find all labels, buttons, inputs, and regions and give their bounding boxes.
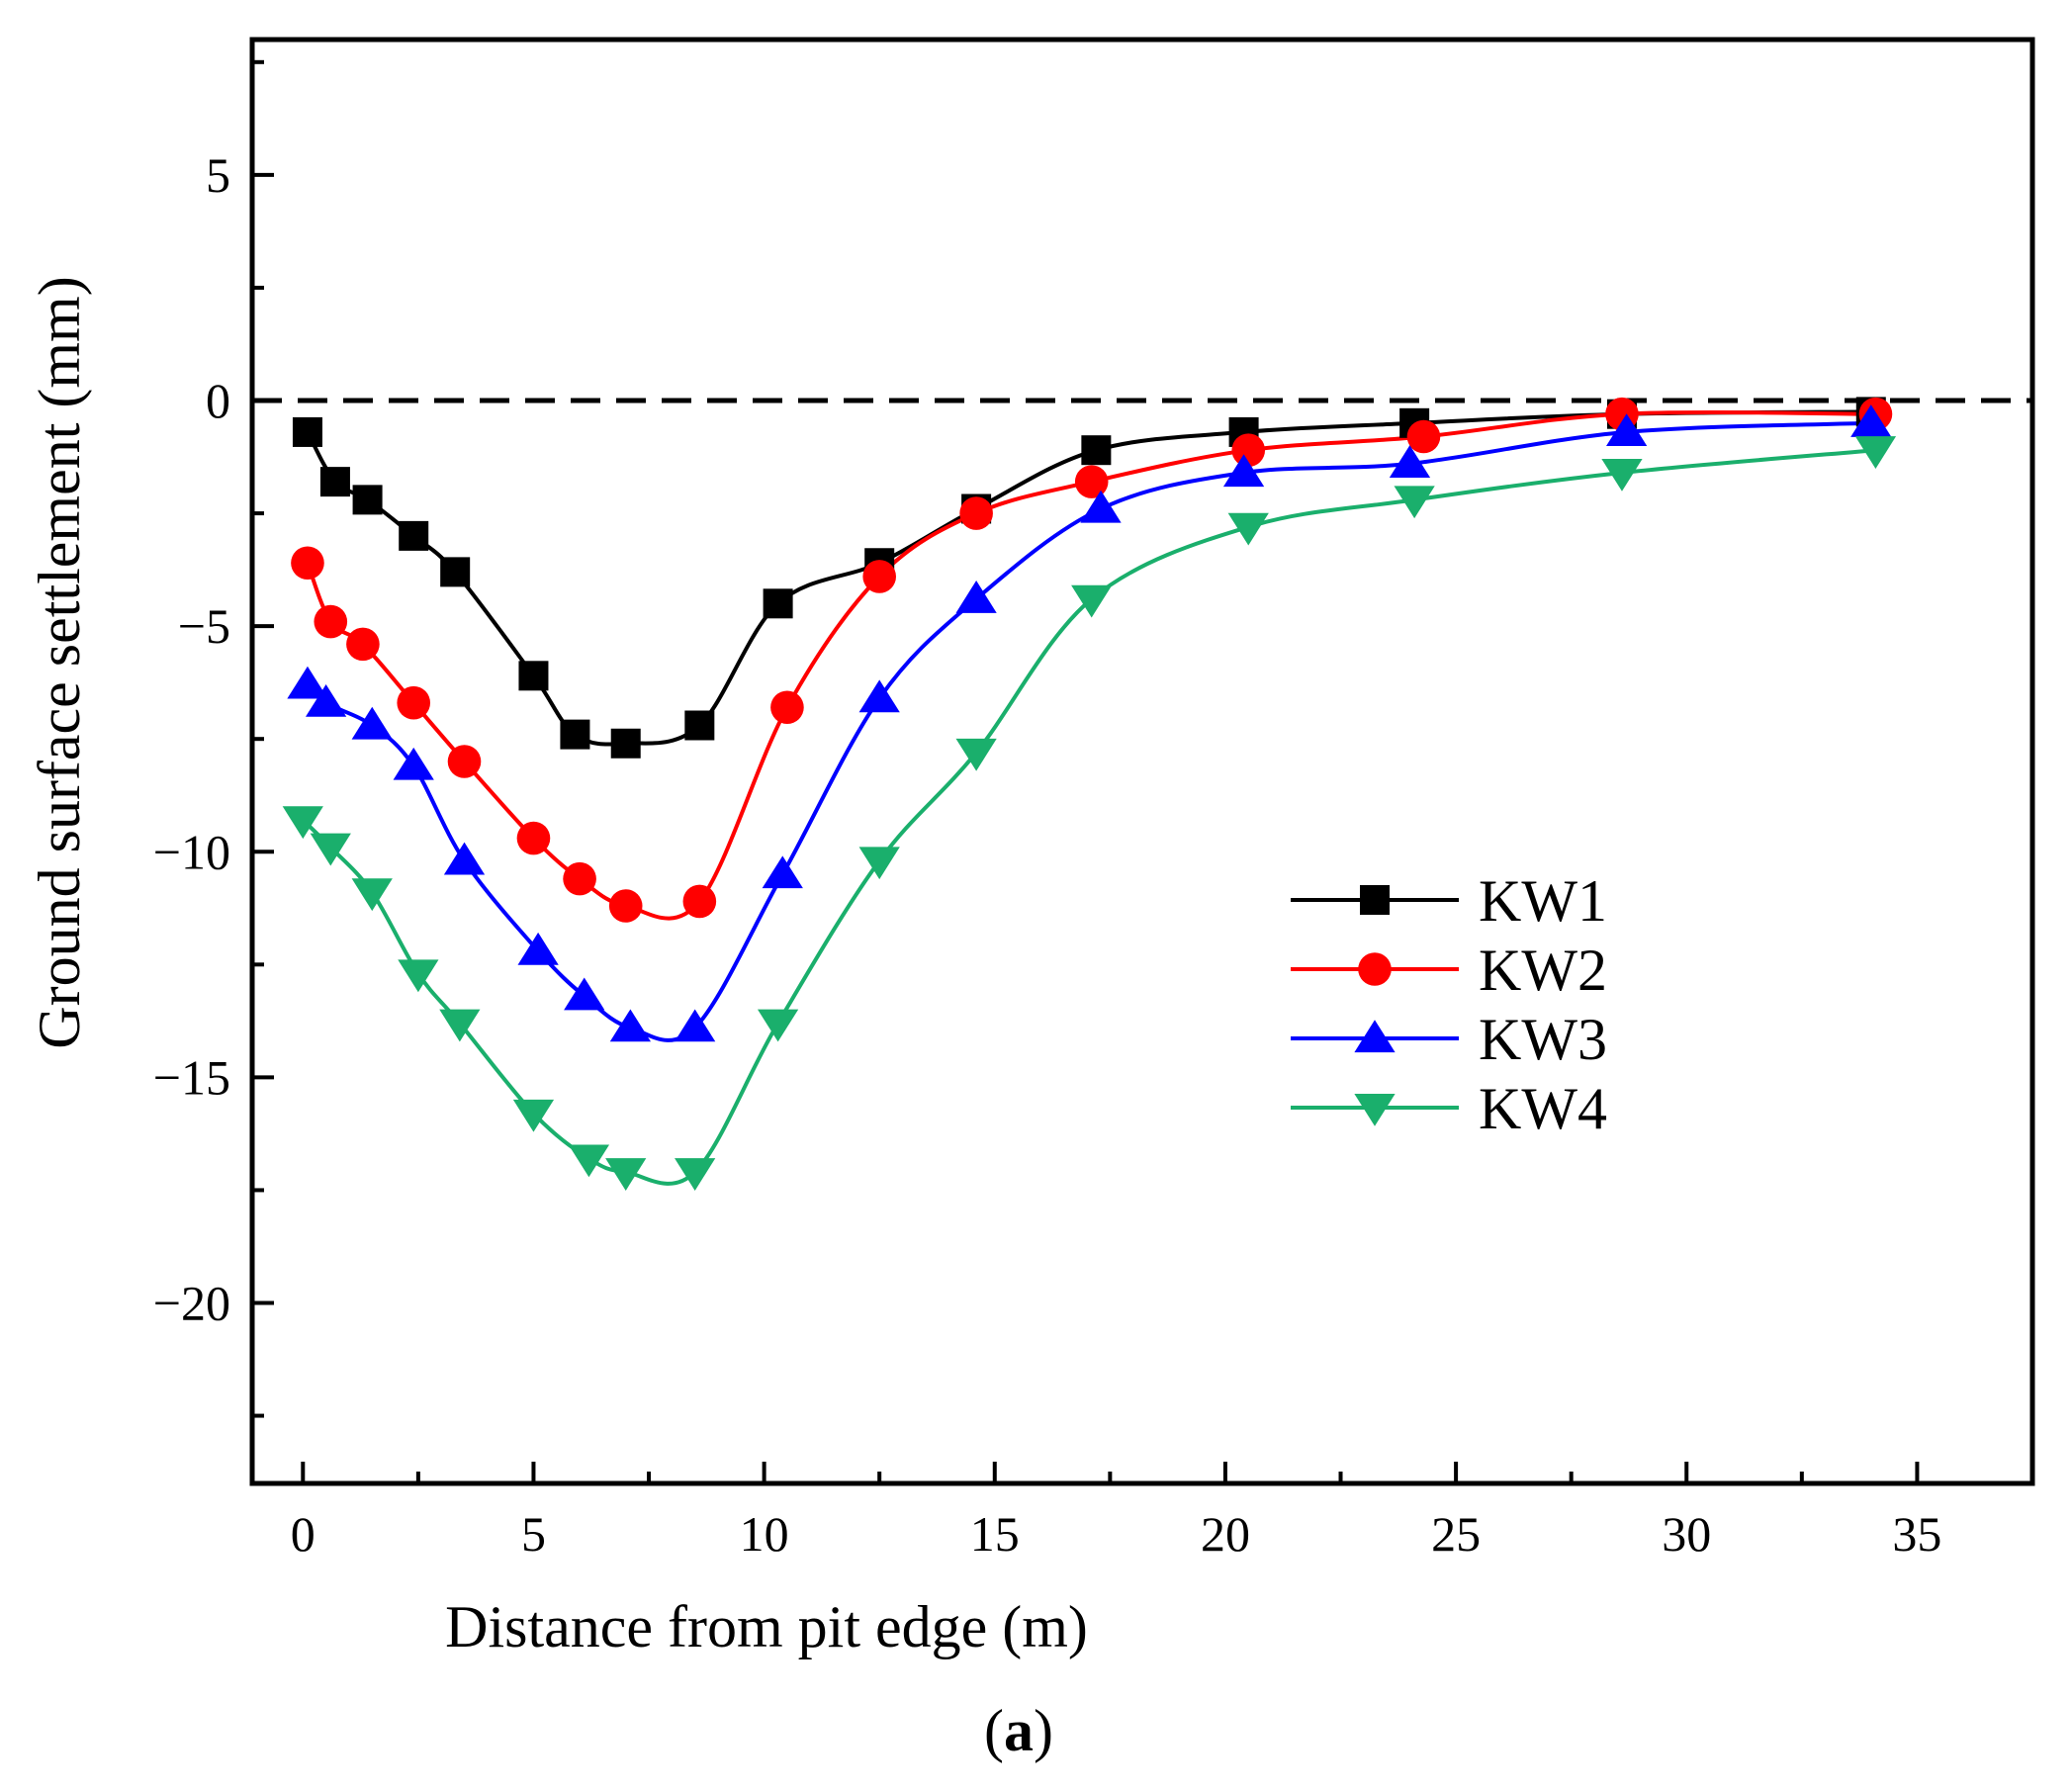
data-point-kw2-14 [1406,419,1441,454]
axis-ticks-group: 0 5 10 15 20 25 30 35 5 0 −5 −10 −15 −20 [153,59,2034,1562]
x-axis-title: Distance from pit edge (m) [445,1594,1088,1659]
data-point-kw1-7 [610,728,641,759]
data-point-kw2-3 [397,685,431,720]
data-point-kw2-5 [516,821,551,855]
y-tick-label-1: 0 [206,373,230,428]
y-tick-label-0: 5 [206,147,230,203]
data-point-kw2-6 [563,861,596,896]
data-point-kw3-5 [517,932,559,965]
data-point-kw4-3 [398,959,439,993]
x-tick-label-3: 15 [970,1506,1020,1562]
y-tick-label-4: −15 [153,1049,230,1105]
x-tick-label-5: 25 [1431,1506,1481,1562]
data-point-kw2-2 [346,627,380,662]
data-point-kw1-2 [352,485,383,515]
data-point-kw3-10 [858,679,900,713]
data-point-kw1-12 [1081,435,1112,466]
panel-label: (a) [984,1698,1053,1763]
data-point-kw2-10 [862,560,896,593]
data-point-kw4-13 [1227,512,1269,546]
data-point-kw4-9 [757,1009,799,1042]
x-tick-label-1: 5 [521,1506,546,1562]
panel-label-close: ) [1034,1698,1053,1763]
x-tick-label-6: 30 [1662,1506,1711,1562]
data-point-kw1-0 [292,416,322,447]
data-point-kw2-4 [447,745,482,778]
data-point-kw3-1 [305,683,347,717]
x-tick-label-4: 20 [1201,1506,1250,1562]
data-point-kw3-8 [675,1009,716,1042]
x-tick-label-2: 10 [740,1506,789,1562]
data-point-kw3-2 [351,706,393,740]
data-point-kw4-14 [1394,486,1435,519]
data-point-kw3-4 [443,842,486,875]
legend-marker-kw4 [1354,1093,1396,1126]
y-tick-label-5: −20 [153,1276,230,1331]
data-point-kw2-9 [770,690,804,725]
data-point-kw4-11 [955,738,997,771]
legend-marker-kw2 [1358,952,1392,986]
data-point-kw4-4 [439,1009,481,1042]
data-point-kw1-4 [440,557,471,587]
data-point-kw3-3 [393,747,434,780]
data-point-kw1-8 [684,710,715,741]
y-tick-label-2: −5 [178,598,230,654]
data-point-kw1-6 [560,719,590,750]
data-point-kw4-10 [858,847,900,880]
data-point-kw4-0 [282,806,323,840]
panel-label-open: ( [984,1698,1004,1763]
x-tick-label-0: 0 [291,1506,315,1562]
data-point-kw1-5 [518,661,549,691]
data-point-kw2-1 [314,604,348,639]
data-point-kw4-16 [1854,436,1897,469]
data-point-kw3-0 [287,666,328,699]
data-point-kw4-1 [310,833,351,866]
panel-label-letter: a [1004,1698,1034,1763]
data-point-kw4-5 [512,1099,555,1132]
data-point-kw4-8 [675,1158,716,1191]
data-point-kw3-9 [762,855,803,889]
data-point-kw4-12 [1071,584,1113,618]
legend-label-kw3: KW3 [1479,1007,1607,1072]
legend-label-kw1: KW1 [1479,868,1607,934]
legend-label-kw4: KW4 [1479,1076,1607,1141]
data-point-kw3-16 [1850,404,1892,437]
data-point-kw2-12 [1074,465,1109,498]
data-point-kw3-7 [609,1009,652,1042]
legend-label-kw2: KW2 [1479,938,1607,1003]
data-point-kw3-13 [1222,454,1265,488]
data-point-kw2-11 [959,496,993,530]
data-point-kw2-13 [1231,433,1266,467]
series-markers-group [282,397,1897,1191]
plot-frame-group [249,37,2035,1486]
data-point-kw3-14 [1389,445,1431,478]
data-point-kw3-15 [1606,413,1648,446]
y-tick-label-3: −10 [153,824,230,879]
data-point-kw2-0 [291,546,324,581]
data-point-kw2-8 [682,884,717,919]
data-point-kw4-2 [351,878,393,912]
data-point-kw3-11 [955,581,997,613]
data-point-kw4-15 [1601,458,1643,492]
data-point-kw2-7 [608,889,643,923]
y-axis-title: Ground surface settlement (mm) [27,276,92,1048]
data-point-kw3-6 [564,977,605,1011]
data-point-kw1-9 [763,588,793,619]
legend-marker-kw3 [1354,1020,1396,1053]
data-point-kw1-3 [399,520,429,551]
data-point-kw4-7 [605,1158,647,1191]
plot-frame [249,37,2035,1486]
data-point-kw4-6 [568,1144,610,1178]
data-point-kw1-1 [319,467,350,497]
legend-marker-kw1 [1360,885,1390,915]
data-point-kw3-12 [1080,490,1122,523]
x-tick-label-7: 35 [1892,1506,1941,1562]
